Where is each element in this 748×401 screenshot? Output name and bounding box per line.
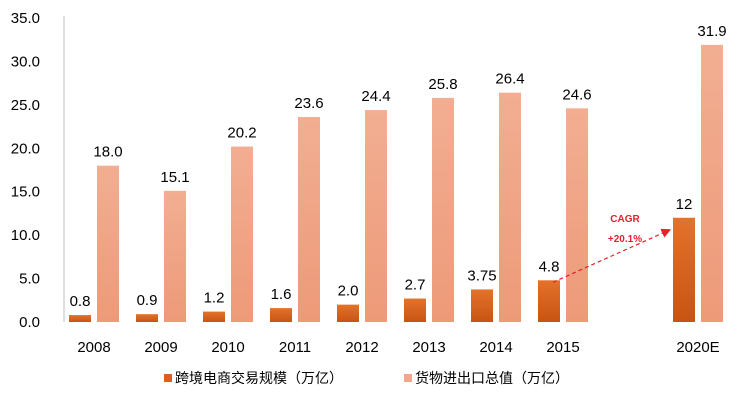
- data-label-series0-2009: 0.9: [137, 292, 158, 309]
- bar-series0-2009: [136, 314, 158, 322]
- legend: 跨境电商交易规模（万亿） 货物进出口总值（万亿）: [164, 370, 569, 387]
- bar-series0-2010: [203, 311, 225, 322]
- bar-series1-2013: [432, 97, 454, 322]
- y-tick-label: 20.0: [11, 140, 40, 157]
- cagr-label: CAGR: [610, 214, 640, 225]
- data-label-series1-2020E: 31.9: [697, 23, 726, 40]
- legend-label-series0: 跨境电商交易规模（万亿）: [175, 370, 343, 387]
- x-tick-label: 2013: [412, 339, 445, 356]
- bar-series0-2014: [471, 289, 493, 322]
- x-tick-label: 2010: [211, 339, 244, 356]
- bar-series0-2013: [404, 298, 426, 322]
- y-tick-label: 15.0: [11, 184, 40, 201]
- y-tick-label: 0.0: [19, 314, 40, 331]
- x-tick-label: 2011: [279, 339, 311, 356]
- bar-series0-2012: [337, 304, 359, 322]
- data-label-series1-2013: 25.8: [428, 76, 457, 93]
- bar-series0-2008: [69, 315, 91, 322]
- x-tick-label: 2015: [546, 339, 579, 356]
- data-label-series1-2010: 20.2: [227, 125, 256, 142]
- y-tick-label: 5.0: [19, 271, 40, 288]
- legend-swatch-series1: [404, 374, 412, 382]
- cagr-arrow: [552, 228, 672, 283]
- y-tick-label: 30.0: [11, 53, 40, 70]
- bar-series1-2015: [566, 108, 588, 323]
- bar-series1-2010: [231, 146, 253, 322]
- bar-series1-2012: [365, 110, 387, 322]
- legend-swatch-series0: [164, 374, 172, 382]
- x-tick-label: 2014: [479, 339, 512, 356]
- x-tick-label: 2020E: [676, 339, 719, 356]
- data-label-series1-2011: 23.6: [294, 95, 323, 112]
- plot-area: 0.0 5.0 10.0 15.0 20.0 25.0 30.0 35.0 0.8 0.9 1.2 1…: [11, 10, 727, 356]
- data-label-series0-2012: 2.0: [338, 283, 359, 300]
- x-tick-label: 2008: [77, 339, 110, 356]
- data-label-series1-2009: 15.1: [160, 169, 189, 186]
- bar-series1-2020E: [701, 44, 723, 322]
- bar-series1-2011: [298, 117, 320, 322]
- data-label-series0-2014: 3.75: [467, 267, 496, 284]
- bar-series1-2008: [97, 165, 119, 322]
- bar-series0-2011: [270, 308, 292, 322]
- data-label-series0-2011: 1.6: [271, 286, 292, 303]
- bar-series0-2020E: [673, 217, 695, 322]
- data-label-series0-2013: 2.7: [405, 277, 426, 294]
- legend-label-series1: 货物进出口总值（万亿）: [415, 370, 569, 387]
- bar-series0-2015: [538, 280, 560, 322]
- bar-series1-2014: [499, 92, 521, 322]
- data-label-series1-2012: 24.4: [361, 88, 390, 105]
- y-tick-label: 10.0: [11, 227, 40, 244]
- bar-series1-2009: [164, 190, 186, 322]
- data-label-series1-2008: 18.0: [93, 144, 122, 161]
- data-label-series0-2008: 0.8: [70, 293, 91, 310]
- data-label-series0-2015: 4.8: [539, 258, 560, 275]
- x-tick-label: 2009: [144, 339, 177, 356]
- cagr-value: +20.1%: [608, 234, 642, 245]
- data-label-series1-2015: 24.6: [562, 86, 591, 103]
- y-tick-label: 35.0: [11, 10, 40, 27]
- data-label-series1-2014: 26.4: [495, 71, 524, 88]
- y-tick-label: 25.0: [11, 97, 40, 114]
- x-tick-label: 2012: [345, 339, 378, 356]
- data-label-series0-2020E: 12: [676, 196, 693, 213]
- data-label-series0-2010: 1.2: [204, 290, 225, 307]
